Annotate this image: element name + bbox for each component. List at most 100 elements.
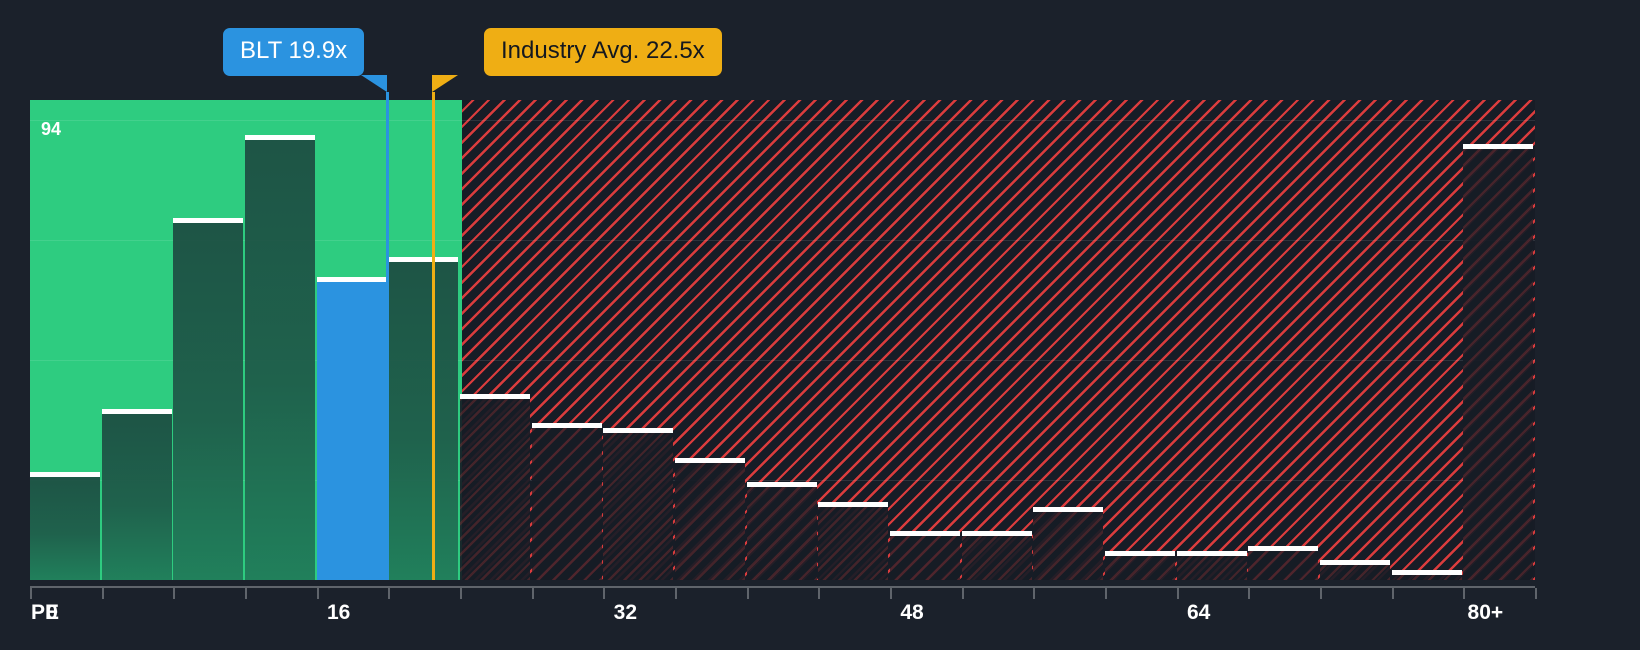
bar-cap xyxy=(1248,545,1319,551)
x-axis-tick xyxy=(1320,588,1322,599)
bar-44[interactable] xyxy=(818,501,889,580)
bar-fill xyxy=(101,413,172,580)
x-axis-line xyxy=(30,586,1535,588)
bar-4[interactable] xyxy=(101,408,172,580)
callout-label-industry: Industry Avg. 22.5x xyxy=(501,37,705,64)
bar-fill xyxy=(890,535,961,580)
x-axis-tick-label: 0 xyxy=(46,601,58,624)
bar-80+[interactable] xyxy=(1463,144,1534,580)
x-axis-tick xyxy=(1176,588,1179,599)
x-axis-tick xyxy=(1105,588,1107,599)
bar-cap xyxy=(961,530,1032,536)
bar-cap xyxy=(531,423,602,429)
x-axis-tick xyxy=(1535,588,1537,599)
bar-fill xyxy=(746,487,817,580)
x-axis-tick xyxy=(388,588,391,599)
bar-48[interactable] xyxy=(890,530,961,580)
bar-fill xyxy=(1320,565,1391,580)
bar-16[interactable] xyxy=(316,276,387,580)
x-axis-tick-label: 32 xyxy=(613,601,638,624)
bar-cap xyxy=(1176,550,1247,556)
bar-fill xyxy=(603,433,674,580)
x-axis-tick xyxy=(1033,588,1036,599)
callout-tail-industry xyxy=(432,75,459,92)
marker-line-industry xyxy=(432,92,436,580)
bar-72[interactable] xyxy=(1320,560,1391,580)
x-axis-tick xyxy=(603,588,606,599)
bar-cap xyxy=(173,217,244,223)
x-axis-tick xyxy=(245,588,247,599)
plot-area xyxy=(30,100,1535,580)
bar-fill xyxy=(1463,149,1534,580)
gridline xyxy=(30,240,1535,241)
x-axis-tick xyxy=(961,588,964,599)
bar-fill xyxy=(1033,511,1104,580)
bar-24[interactable] xyxy=(460,393,531,580)
bar-20[interactable] xyxy=(388,256,459,580)
gridline xyxy=(30,360,1535,361)
bar-52[interactable] xyxy=(961,530,1032,580)
bar-cap xyxy=(603,428,674,434)
bar-fill xyxy=(818,506,889,580)
callout-company[interactable]: BLT 19.9x xyxy=(223,28,365,76)
band-overvalued xyxy=(462,100,1535,580)
x-axis-tick xyxy=(1463,588,1466,599)
bar-fill xyxy=(173,222,244,580)
bar-cap xyxy=(675,457,746,463)
x-axis-tick xyxy=(1248,588,1251,599)
x-axis-tick xyxy=(30,588,32,599)
bar-76[interactable] xyxy=(1391,570,1462,580)
bar-fill xyxy=(388,261,459,580)
bar-64[interactable] xyxy=(1176,550,1247,580)
x-axis-tick-label: 64 xyxy=(1186,601,1211,624)
x-axis-tick xyxy=(818,588,821,599)
bar-cap xyxy=(1320,560,1391,566)
bar-cap xyxy=(388,256,459,262)
bar-cap xyxy=(30,472,101,478)
bar-fill xyxy=(531,428,602,580)
bar-cap xyxy=(890,530,961,536)
x-axis-tick xyxy=(460,588,462,599)
x-axis-title: PE xyxy=(31,601,60,624)
x-axis-tick xyxy=(101,588,104,599)
x-axis-tick xyxy=(531,588,534,599)
x-axis-tick xyxy=(746,588,749,599)
bar-fill xyxy=(675,462,746,580)
bar-32[interactable] xyxy=(603,428,674,580)
bar-cap xyxy=(818,501,889,507)
bar-68[interactable] xyxy=(1248,545,1319,580)
x-axis-tick-label: 16 xyxy=(326,601,351,624)
bar-40[interactable] xyxy=(746,482,817,580)
bar-28[interactable] xyxy=(531,423,602,580)
x-axis-tick xyxy=(316,588,319,599)
bar-12[interactable] xyxy=(245,134,316,580)
x-axis-tick xyxy=(1391,588,1394,599)
bar-8[interactable] xyxy=(173,217,244,580)
bar-cap xyxy=(746,482,817,488)
bar-cap xyxy=(245,134,316,140)
bar-fill xyxy=(460,398,531,580)
bar-60[interactable] xyxy=(1105,550,1176,580)
x-axis-tick-label: 48 xyxy=(900,601,924,624)
bar-cap xyxy=(1391,570,1462,576)
bar-fill xyxy=(1391,575,1462,580)
callout-industry[interactable]: Industry Avg. 22.5x xyxy=(484,28,722,76)
marker-line-company xyxy=(385,92,389,580)
gridline xyxy=(30,480,1535,481)
bar-cap xyxy=(101,408,172,414)
y-axis-max-label: 94 xyxy=(41,119,62,139)
x-axis-tick-label: 80+ xyxy=(1467,601,1504,624)
bar-fill xyxy=(1176,555,1247,580)
callout-label-company: BLT 19.9x xyxy=(240,37,348,64)
bar-56[interactable] xyxy=(1033,506,1104,580)
x-axis-tick xyxy=(173,588,176,599)
bar-fill xyxy=(245,139,316,580)
bar-36[interactable] xyxy=(675,457,746,580)
bar-0[interactable] xyxy=(30,472,101,580)
bar-fill xyxy=(961,535,1032,580)
bar-fill xyxy=(1248,550,1319,580)
bar-cap xyxy=(460,393,531,399)
x-axis-tick xyxy=(675,588,677,599)
callout-tail-company xyxy=(360,75,387,92)
